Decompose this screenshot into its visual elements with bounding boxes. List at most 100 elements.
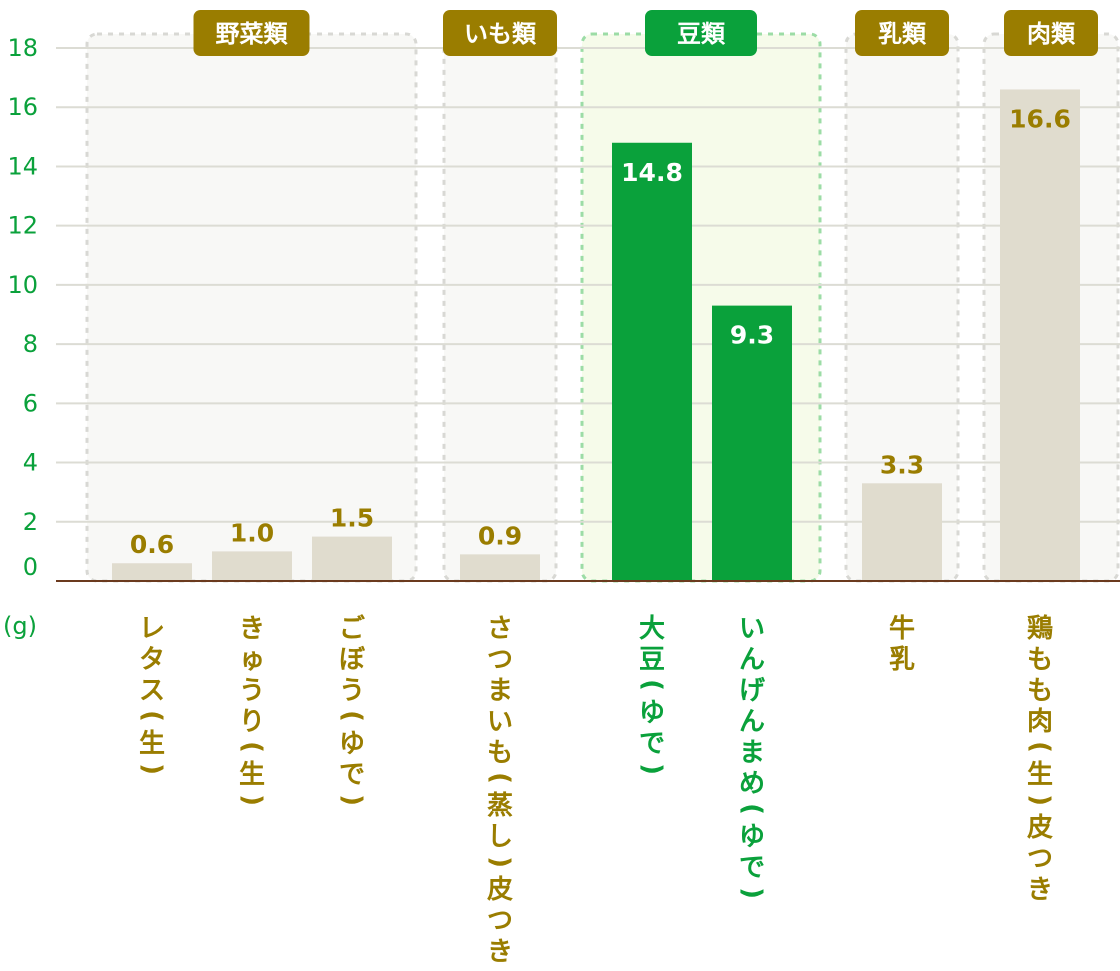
category-char: ( bbox=[737, 803, 767, 815]
category-char: 皮 bbox=[487, 875, 513, 905]
group-badge-2: いも類 bbox=[443, 10, 557, 56]
category-char: め bbox=[739, 769, 765, 799]
category-label-1: レタス (生) bbox=[137, 614, 167, 775]
bar-4 bbox=[460, 554, 540, 581]
category-char: ) bbox=[137, 763, 167, 775]
category-label-5: 大豆 ( ゆで) bbox=[637, 614, 667, 775]
category-char: ス bbox=[139, 676, 165, 706]
y-tick-label: 10 bbox=[7, 271, 38, 299]
category-char: ま bbox=[739, 738, 765, 768]
category-char: 皮 bbox=[1027, 813, 1053, 843]
category-char: 蒸 bbox=[487, 791, 513, 821]
category-char: ぼ bbox=[339, 645, 366, 675]
group-badges: 野菜類 いも類 豆類 乳類 肉類 bbox=[193, 10, 1098, 56]
bars bbox=[112, 89, 1080, 581]
group-badge-label: 豆類 bbox=[677, 20, 726, 48]
category-char: ゆ bbox=[739, 822, 765, 852]
y-axis-unit-label: (g) bbox=[3, 612, 37, 640]
bar-5 bbox=[612, 142, 692, 581]
group-badge-label: 乳類 bbox=[878, 20, 927, 48]
y-tick-label: 14 bbox=[7, 152, 38, 180]
group-badge-3: 豆類 bbox=[645, 10, 757, 56]
category-char: ( bbox=[337, 710, 367, 722]
category-char: ( bbox=[237, 741, 267, 753]
category-char: ん bbox=[739, 645, 765, 675]
bar-8 bbox=[1000, 89, 1080, 581]
category-char: し bbox=[487, 822, 513, 852]
group-badge-4: 乳類 bbox=[855, 10, 949, 56]
category-char: で bbox=[639, 729, 665, 759]
category-char: き bbox=[239, 614, 265, 644]
gridlines bbox=[56, 47, 1120, 523]
y-tick-label: 16 bbox=[7, 93, 38, 121]
category-char: ( bbox=[1025, 741, 1055, 753]
value-label-4: 0.9 bbox=[478, 521, 522, 550]
category-char: き bbox=[1027, 875, 1053, 905]
category-char: ( bbox=[637, 679, 667, 691]
category-char: ) bbox=[237, 794, 267, 806]
category-char: う bbox=[239, 676, 265, 706]
bar-3 bbox=[312, 536, 392, 581]
category-char: も bbox=[1027, 645, 1053, 675]
category-char: 乳 bbox=[889, 645, 915, 675]
category-char: ま bbox=[487, 676, 513, 706]
category-char: で bbox=[739, 853, 765, 883]
value-label-2: 1.0 bbox=[230, 518, 274, 547]
group-badge-label: 肉類 bbox=[1027, 20, 1076, 48]
group-box-2 bbox=[442, 32, 558, 583]
category-labels: レタス(生)きゅうり(生)ごぼう(ゆで)さつまいも(蒸し)皮つき大豆(ゆで)いん… bbox=[137, 613, 1055, 967]
group-badge-1: 野菜類 bbox=[193, 10, 310, 56]
category-char: ゆ bbox=[639, 698, 665, 728]
category-char: つ bbox=[487, 645, 513, 675]
category-char: 肉 bbox=[1027, 707, 1053, 737]
category-char: 生 bbox=[1027, 760, 1053, 790]
group-badge-label: 野菜類 bbox=[216, 20, 289, 48]
category-char: タ bbox=[139, 645, 165, 675]
value-label-6: 9.3 bbox=[730, 321, 774, 350]
category-char: り bbox=[239, 707, 265, 737]
group-badge-bg bbox=[193, 10, 310, 56]
category-char: 牛 bbox=[889, 614, 915, 644]
group-badge-label: いも類 bbox=[464, 20, 537, 48]
category-char: げ bbox=[739, 676, 766, 706]
value-label-3: 1.5 bbox=[330, 504, 374, 533]
category-char: い bbox=[487, 707, 513, 737]
category-char: う bbox=[339, 676, 365, 706]
category-char: ) bbox=[485, 856, 515, 868]
y-tick-label: 12 bbox=[7, 212, 38, 240]
category-char: ゅ bbox=[239, 645, 265, 675]
category-char: ) bbox=[1025, 794, 1055, 806]
y-tick-label: 4 bbox=[23, 449, 38, 477]
category-char: 生 bbox=[239, 760, 265, 790]
category-char: で bbox=[339, 760, 365, 790]
bar-7 bbox=[862, 483, 942, 581]
category-char: も bbox=[487, 738, 513, 768]
value-labels: 0.6 1.0 1.5 0.9 14.8 9.3 3.3 16.6 bbox=[130, 104, 1071, 559]
category-char: つ bbox=[1027, 844, 1053, 874]
category-char: ) bbox=[737, 887, 767, 899]
group-badge-bg bbox=[443, 10, 557, 56]
group-badge-bg bbox=[1004, 10, 1098, 56]
category-label-3: ごぼう (ゆで) bbox=[337, 613, 367, 806]
category-char: き bbox=[487, 937, 513, 966]
category-char: ( bbox=[137, 710, 167, 722]
value-label-7: 3.3 bbox=[880, 450, 924, 479]
category-char: ) bbox=[337, 794, 367, 806]
category-char: 生 bbox=[139, 729, 165, 759]
bar-2 bbox=[212, 551, 292, 581]
category-char: 大 bbox=[639, 614, 665, 644]
category-char: 豆 bbox=[639, 645, 665, 675]
y-tick-label: 8 bbox=[23, 330, 38, 358]
bar-6 bbox=[712, 305, 792, 581]
category-char: つ bbox=[487, 906, 513, 936]
category-char: ) bbox=[637, 763, 667, 775]
group-badge-bg bbox=[645, 10, 757, 56]
category-char: ゆ bbox=[339, 729, 365, 759]
value-label-5: 14.8 bbox=[621, 158, 683, 187]
category-char: い bbox=[739, 614, 765, 644]
